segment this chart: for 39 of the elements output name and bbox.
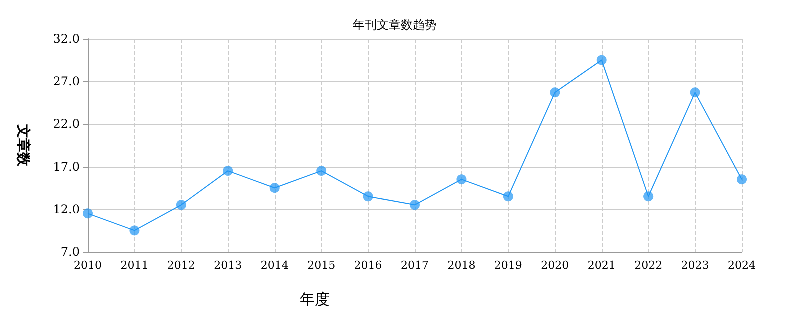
point	[503, 192, 514, 202]
x-tick-label: 2010	[74, 259, 102, 272]
point	[316, 166, 327, 176]
point	[223, 166, 234, 176]
point	[596, 55, 607, 66]
point	[456, 174, 467, 185]
x-tick-label: 2014	[260, 259, 289, 272]
y-tick-label: 7.0	[60, 245, 80, 259]
x-tick-label: 2011	[120, 259, 149, 272]
point	[176, 200, 186, 210]
x-tick-label: 2017	[401, 259, 429, 272]
y-axis-title: 文章数	[15, 124, 32, 168]
y-tick-label: 27.0	[53, 74, 80, 89]
x-tick-label: 2020	[541, 259, 570, 272]
x-tick-label: 2023	[681, 259, 710, 272]
x-tick-label: 2015	[308, 259, 336, 272]
point	[737, 174, 747, 185]
x-tick-label: 2018	[448, 259, 476, 272]
x-axis-title: 年度	[300, 290, 330, 308]
x-tick-label: 2013	[214, 259, 242, 272]
point	[644, 192, 654, 202]
y-tick-label: 12.0	[53, 202, 80, 216]
point	[83, 208, 93, 219]
x-tick-label: 2016	[354, 259, 382, 272]
y-tick-label: 17.0	[53, 160, 80, 174]
x-tick-label: 2021	[588, 259, 616, 272]
x-tick-label: 2012	[167, 259, 196, 272]
x-tick-label: 2022	[634, 259, 663, 272]
point	[130, 226, 140, 236]
y-tick-label: 32.0	[53, 32, 80, 46]
point	[363, 192, 374, 202]
point	[270, 183, 280, 194]
y-tick-label: 22.0	[53, 117, 80, 132]
point	[550, 88, 560, 98]
x-tick-label: 2019	[494, 259, 522, 272]
point	[690, 88, 700, 98]
chart-title: 年刊文章数趋势	[353, 18, 437, 32]
point	[410, 200, 420, 210]
x-tick-label: 2024	[728, 259, 756, 272]
